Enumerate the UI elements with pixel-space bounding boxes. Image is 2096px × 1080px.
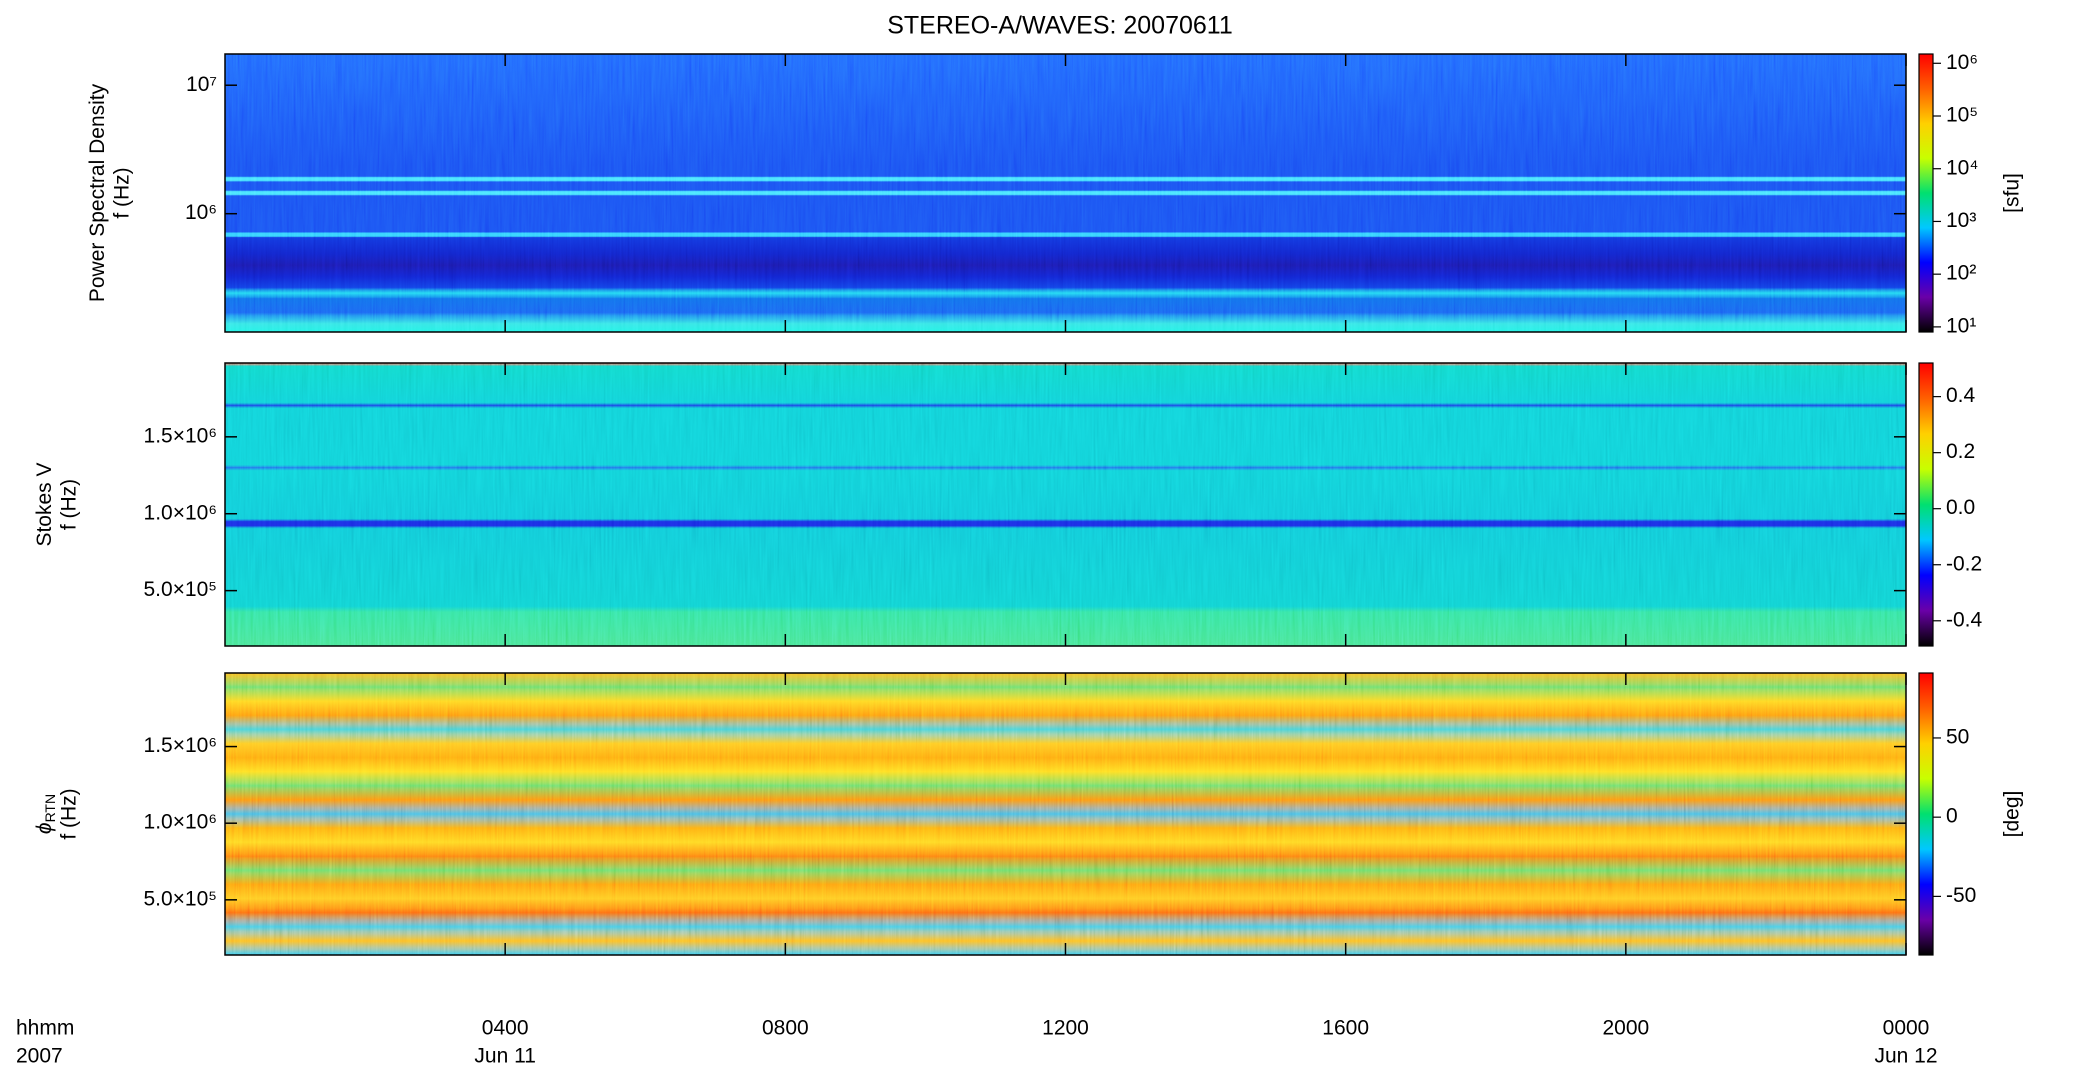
y-tick-label: 10⁶ [185, 201, 217, 224]
colorbar-tick-label: 10⁶ [1946, 51, 1978, 74]
y-tick-label: 5.0×10⁵ [143, 578, 217, 601]
colorbar-tick-label: -50 [1946, 884, 1976, 907]
x-axis-year: 2007 [16, 1045, 63, 1068]
colorbar-tick-label: 10⁴ [1946, 156, 1978, 179]
y-axis-label-text: Stokes V [33, 462, 56, 546]
y-tick-label: 1.5×10⁶ [144, 424, 217, 447]
colorbar-tick-label: 0 [1946, 805, 1958, 828]
x-tick-label: 1200 [1042, 1017, 1089, 1040]
y-tick-label: 1.0×10⁶ [144, 811, 217, 834]
colorbar-label: [deg] [2001, 791, 2024, 838]
x-tick-date: Jun 11 [474, 1045, 536, 1068]
colorbar-tick-label: 50 [1946, 726, 1969, 749]
spectrogram-texture [225, 363, 1906, 646]
y-tick-label: 5.0×10⁵ [143, 887, 217, 910]
colorbar-tick-label: 0.4 [1946, 384, 1976, 407]
y-axis-unit: f (Hz) [58, 479, 81, 530]
x-axis-label: hhmm [16, 1017, 74, 1040]
colorbar [1918, 672, 1934, 956]
spectrogram-texture [225, 54, 1906, 332]
colorbar [1918, 362, 1934, 647]
y-axis-label-text: ϕ [33, 822, 56, 834]
colorbar-tick-label: 0.2 [1946, 440, 1975, 463]
x-tick-label: 1600 [1322, 1017, 1369, 1040]
colorbar-tick-label: 0.0 [1946, 496, 1975, 519]
y-tick-label: 1.5×10⁶ [144, 734, 217, 757]
colorbar [1918, 53, 1934, 333]
x-tick-label: 0800 [762, 1017, 809, 1040]
colorbar-tick-label: -0.4 [1946, 608, 1983, 631]
spectrogram-texture [225, 673, 1906, 955]
y-tick-label: 1.0×10⁶ [144, 501, 217, 524]
y-axis-label: Stokes V [33, 462, 56, 546]
colorbar-label: [sfu] [2001, 173, 2024, 213]
colorbar-tick-label: 10¹ [1946, 314, 1976, 337]
colorbar-tick-label: 10² [1946, 262, 1976, 285]
x-tick-label: 2000 [1602, 1017, 1649, 1040]
colorbar-tick-label: 10³ [1946, 209, 1976, 232]
colorbar-tick-label: 10⁵ [1946, 104, 1978, 127]
y-axis-label: ϕRTN [33, 794, 58, 834]
chart-title: STEREO-A/WAVES: 20070611 [887, 12, 1233, 40]
y-axis-label-subscript: RTN [42, 794, 58, 823]
x-tick-date: Jun 12 [1874, 1045, 1937, 1068]
y-axis-unit: f (Hz) [58, 788, 81, 839]
x-tick-label: 0000 [1883, 1017, 1930, 1040]
x-tick-label: 0400 [482, 1017, 529, 1040]
colorbar-tick-label: -0.2 [1946, 552, 1982, 575]
y-axis-label-text: Power Spectral Density [86, 83, 109, 302]
y-axis-unit: f (Hz) [111, 167, 134, 218]
y-tick-label: 10⁷ [186, 73, 217, 96]
y-axis-label: Power Spectral Density [86, 83, 109, 302]
